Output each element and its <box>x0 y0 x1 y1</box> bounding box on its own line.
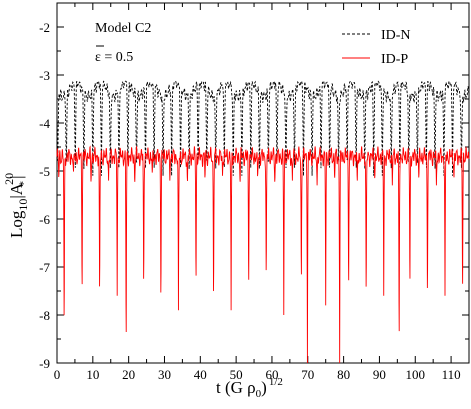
series-line-id-n <box>56 80 470 176</box>
y-tick-label: -7 <box>39 260 50 275</box>
y-tick-label: -4 <box>39 116 50 131</box>
epsilon-value: = 0.5 <box>101 50 133 65</box>
legend: ID-N ID-P <box>342 28 411 67</box>
axis-ticks <box>56 2 470 364</box>
x-tick-label: 90 <box>373 367 386 382</box>
x-tick-label: 30 <box>158 367 171 382</box>
y-tick-label: -2 <box>39 20 50 35</box>
x-tick-label: 100 <box>406 367 426 382</box>
y-tick-label: -6 <box>39 212 50 227</box>
x-tick-label: 50 <box>230 367 243 382</box>
y-tick-label: -9 <box>39 356 50 371</box>
tick-labels: 0 10 20 30 40 50 60 70 80 90 100 110 -9 -8 -7 -6 -5 -4 -3 -… <box>39 20 460 382</box>
epsilon-annotation: ε = 0.5 <box>95 45 133 65</box>
legend-label-id-p: ID-P <box>381 52 408 67</box>
x-tick-label: 20 <box>122 367 135 382</box>
y-tick-label: -8 <box>39 308 50 323</box>
plot-frame <box>56 2 470 364</box>
x-tick-label: 60 <box>265 367 278 382</box>
x-tick-label: 80 <box>337 367 350 382</box>
series-layer <box>56 80 470 364</box>
x-tick-label: 0 <box>54 367 61 382</box>
x-tick-label: 110 <box>442 367 461 382</box>
y-tick-label: -5 <box>39 164 50 179</box>
y-axis-label: Log10|A20*| <box>2 173 30 238</box>
epsilon-symbol: ε <box>95 50 101 65</box>
x-tick-label: 40 <box>194 367 207 382</box>
series-line-id-p <box>56 145 470 364</box>
model-annotation: Model C2 <box>95 21 151 36</box>
x-tick-label: 10 <box>86 367 99 382</box>
legend-label-id-n: ID-N <box>381 28 411 43</box>
x-tick-label: 70 <box>301 367 314 382</box>
y-tick-label: -3 <box>39 68 50 83</box>
x-axis-label: t (G ρ0) 1/2 <box>216 376 283 400</box>
svg-text:ε = 0.5: ε = 0.5 <box>95 50 133 65</box>
